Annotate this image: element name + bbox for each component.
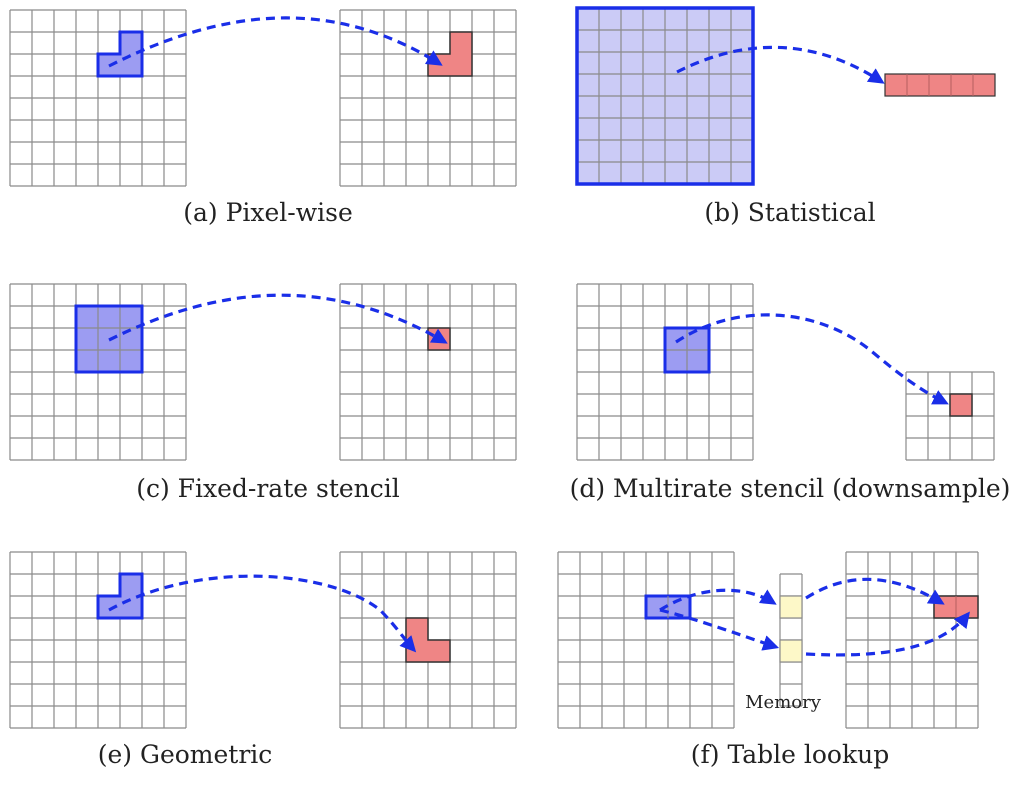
arrow-f-input-to-mem2 <box>659 608 780 651</box>
stencil-d-border <box>663 326 711 374</box>
arrow-c <box>108 293 448 344</box>
memory-cell-1 <box>779 595 803 619</box>
arrow-a <box>108 16 443 68</box>
output-e <box>405 617 451 663</box>
stencil-c-border <box>74 304 144 374</box>
arrow-f-mem2-to-output <box>805 611 970 657</box>
grid-f-output <box>845 551 979 729</box>
caption-e: (e) Geometric <box>97 740 273 769</box>
grid-e-input <box>9 551 187 729</box>
arrow-f-mem1-to-output <box>805 577 945 605</box>
grid-a-output <box>339 9 517 187</box>
caption-b: (b) Statistical <box>704 198 876 227</box>
output-b <box>884 73 996 97</box>
caption-c: (c) Fixed-rate stencil <box>136 474 400 503</box>
stencil-a <box>96 30 144 78</box>
grid-f-input <box>557 551 735 729</box>
caption-a: (a) Pixel-wise <box>183 198 353 227</box>
memory-cell-2 <box>779 639 803 663</box>
caption-d: (d) Multirate stencil (downsample) <box>569 474 1011 503</box>
arrow-e <box>108 574 417 653</box>
grid-a-input <box>9 9 187 187</box>
output-a <box>427 31 473 77</box>
arrow-f-input-to-mem1 <box>659 588 777 612</box>
output-d <box>949 393 973 417</box>
memory-label: Memory <box>745 692 821 713</box>
caption-f: (f) Table lookup <box>690 740 890 769</box>
grid-c-output <box>339 283 517 461</box>
arrow-d <box>675 313 949 405</box>
arrow-b <box>676 45 885 84</box>
stencil-e <box>96 572 144 620</box>
stat-border-b <box>575 6 755 186</box>
